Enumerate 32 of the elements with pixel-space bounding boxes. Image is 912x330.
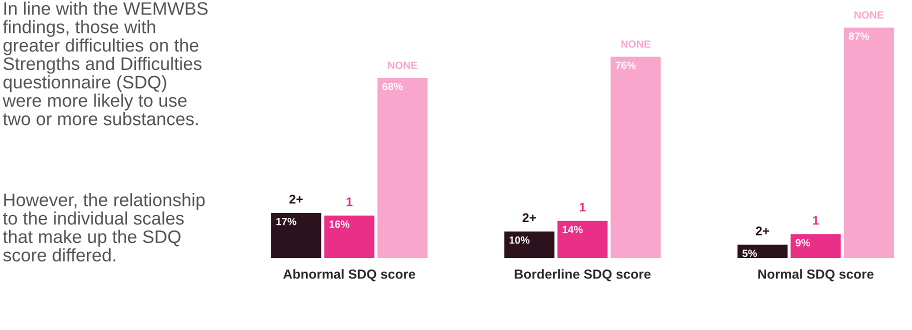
x-tick-label: Abnormal SDQ score (283, 269, 416, 282)
text: 1 (813, 216, 819, 225)
x-tick-label: Borderline SDQ score (514, 269, 651, 282)
bar (790, 234, 841, 258)
text: 2+ (289, 194, 303, 204)
data-label: 68% (382, 82, 403, 90)
data-label: 14% (562, 226, 583, 234)
bar (844, 28, 894, 258)
text: 1 (580, 202, 586, 212)
text: However, the relationship to the individual scales that make up the SDQ score differed. (3, 193, 205, 262)
data-label: 16% (330, 220, 350, 228)
data-label: 5% (742, 250, 757, 258)
x-tick-label: Normal SDQ score (758, 269, 874, 282)
series-label: 2+ (522, 213, 536, 222)
bar (557, 220, 608, 258)
bar (377, 78, 428, 258)
text: 2+ (756, 226, 770, 236)
series-label: NONE (388, 62, 418, 69)
bar (504, 232, 554, 258)
series-label: 1 (346, 198, 352, 206)
data-label: 9% (796, 239, 810, 246)
bar (737, 244, 788, 258)
data-label: 76% (616, 62, 636, 70)
bar (610, 56, 661, 258)
data-label: 87% (848, 32, 870, 40)
text: In line with the WEMWBS findings, those with greater difficulties on the Strengths and Difficulties questionnaire (SDQ) were more likely to use two or more substances. (2, 2, 208, 126)
bar (271, 212, 322, 258)
text: NONE (621, 40, 650, 48)
text: NONE (854, 11, 884, 19)
data-label: 17% (276, 218, 296, 226)
data-label: 10% (510, 236, 530, 244)
bar (324, 216, 374, 258)
